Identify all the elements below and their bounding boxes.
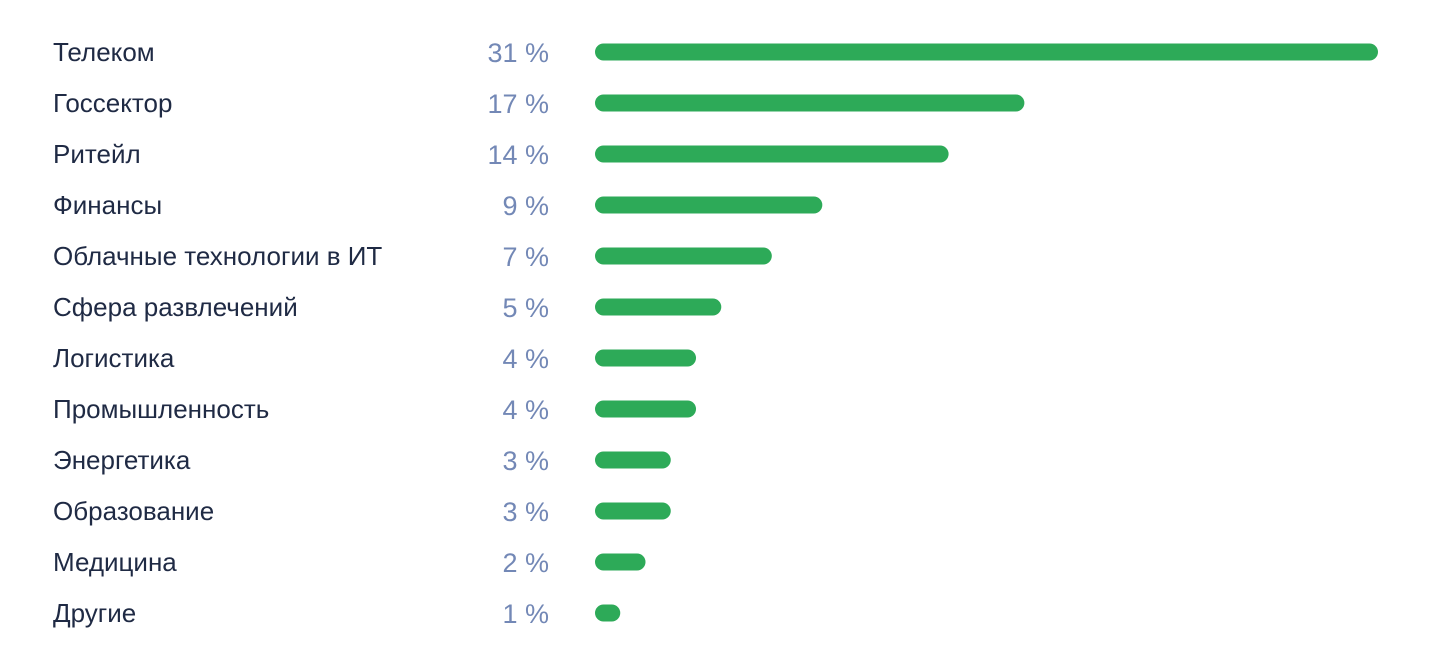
category-label: Промышленность — [53, 394, 269, 424]
bar — [595, 247, 772, 265]
category-label: Медицина — [53, 547, 177, 577]
category-label: Ритейл — [53, 139, 141, 169]
bars — [595, 43, 1378, 622]
category-label: Другие — [53, 598, 136, 628]
value-label: 9 % — [502, 191, 549, 221]
category-label: Энергетика — [53, 445, 191, 475]
value-labels: 31 % 17 % 14 % 9 % 7 % 5 % 4 % 4 % 3 % 3 % 2 % 1 % — [487, 38, 549, 629]
value-label: 31 % — [487, 38, 549, 68]
bar — [595, 502, 671, 520]
value-label: 3 % — [502, 497, 549, 527]
value-label: 4 % — [502, 344, 549, 374]
bar — [595, 94, 1025, 112]
value-label: 5 % — [502, 293, 549, 323]
value-label: 1 % — [502, 599, 549, 629]
category-label: Госсектор — [53, 88, 172, 118]
value-label: 17 % — [487, 89, 549, 119]
category-labels: Телеком Госсектор Ритейл Финансы Облачные те… — [53, 37, 382, 628]
category-label: Сфера развлечений — [53, 292, 298, 322]
bar — [595, 43, 1378, 61]
category-label: Образование — [53, 496, 214, 526]
bar — [595, 451, 671, 469]
value-label: 7 % — [502, 242, 549, 272]
bar — [595, 553, 646, 571]
bar — [595, 298, 722, 316]
bar — [595, 604, 621, 622]
category-label: Логистика — [53, 343, 175, 373]
bar — [595, 196, 823, 214]
value-label: 4 % — [502, 395, 549, 425]
category-label: Финансы — [53, 190, 162, 220]
bar — [595, 145, 949, 163]
value-label: 14 % — [487, 140, 549, 170]
bar — [595, 349, 697, 367]
value-label: 2 % — [502, 548, 549, 578]
category-label: Телеком — [53, 37, 155, 67]
value-label: 3 % — [502, 446, 549, 476]
category-label: Облачные технологии в ИТ — [53, 241, 382, 271]
bar — [595, 400, 697, 418]
